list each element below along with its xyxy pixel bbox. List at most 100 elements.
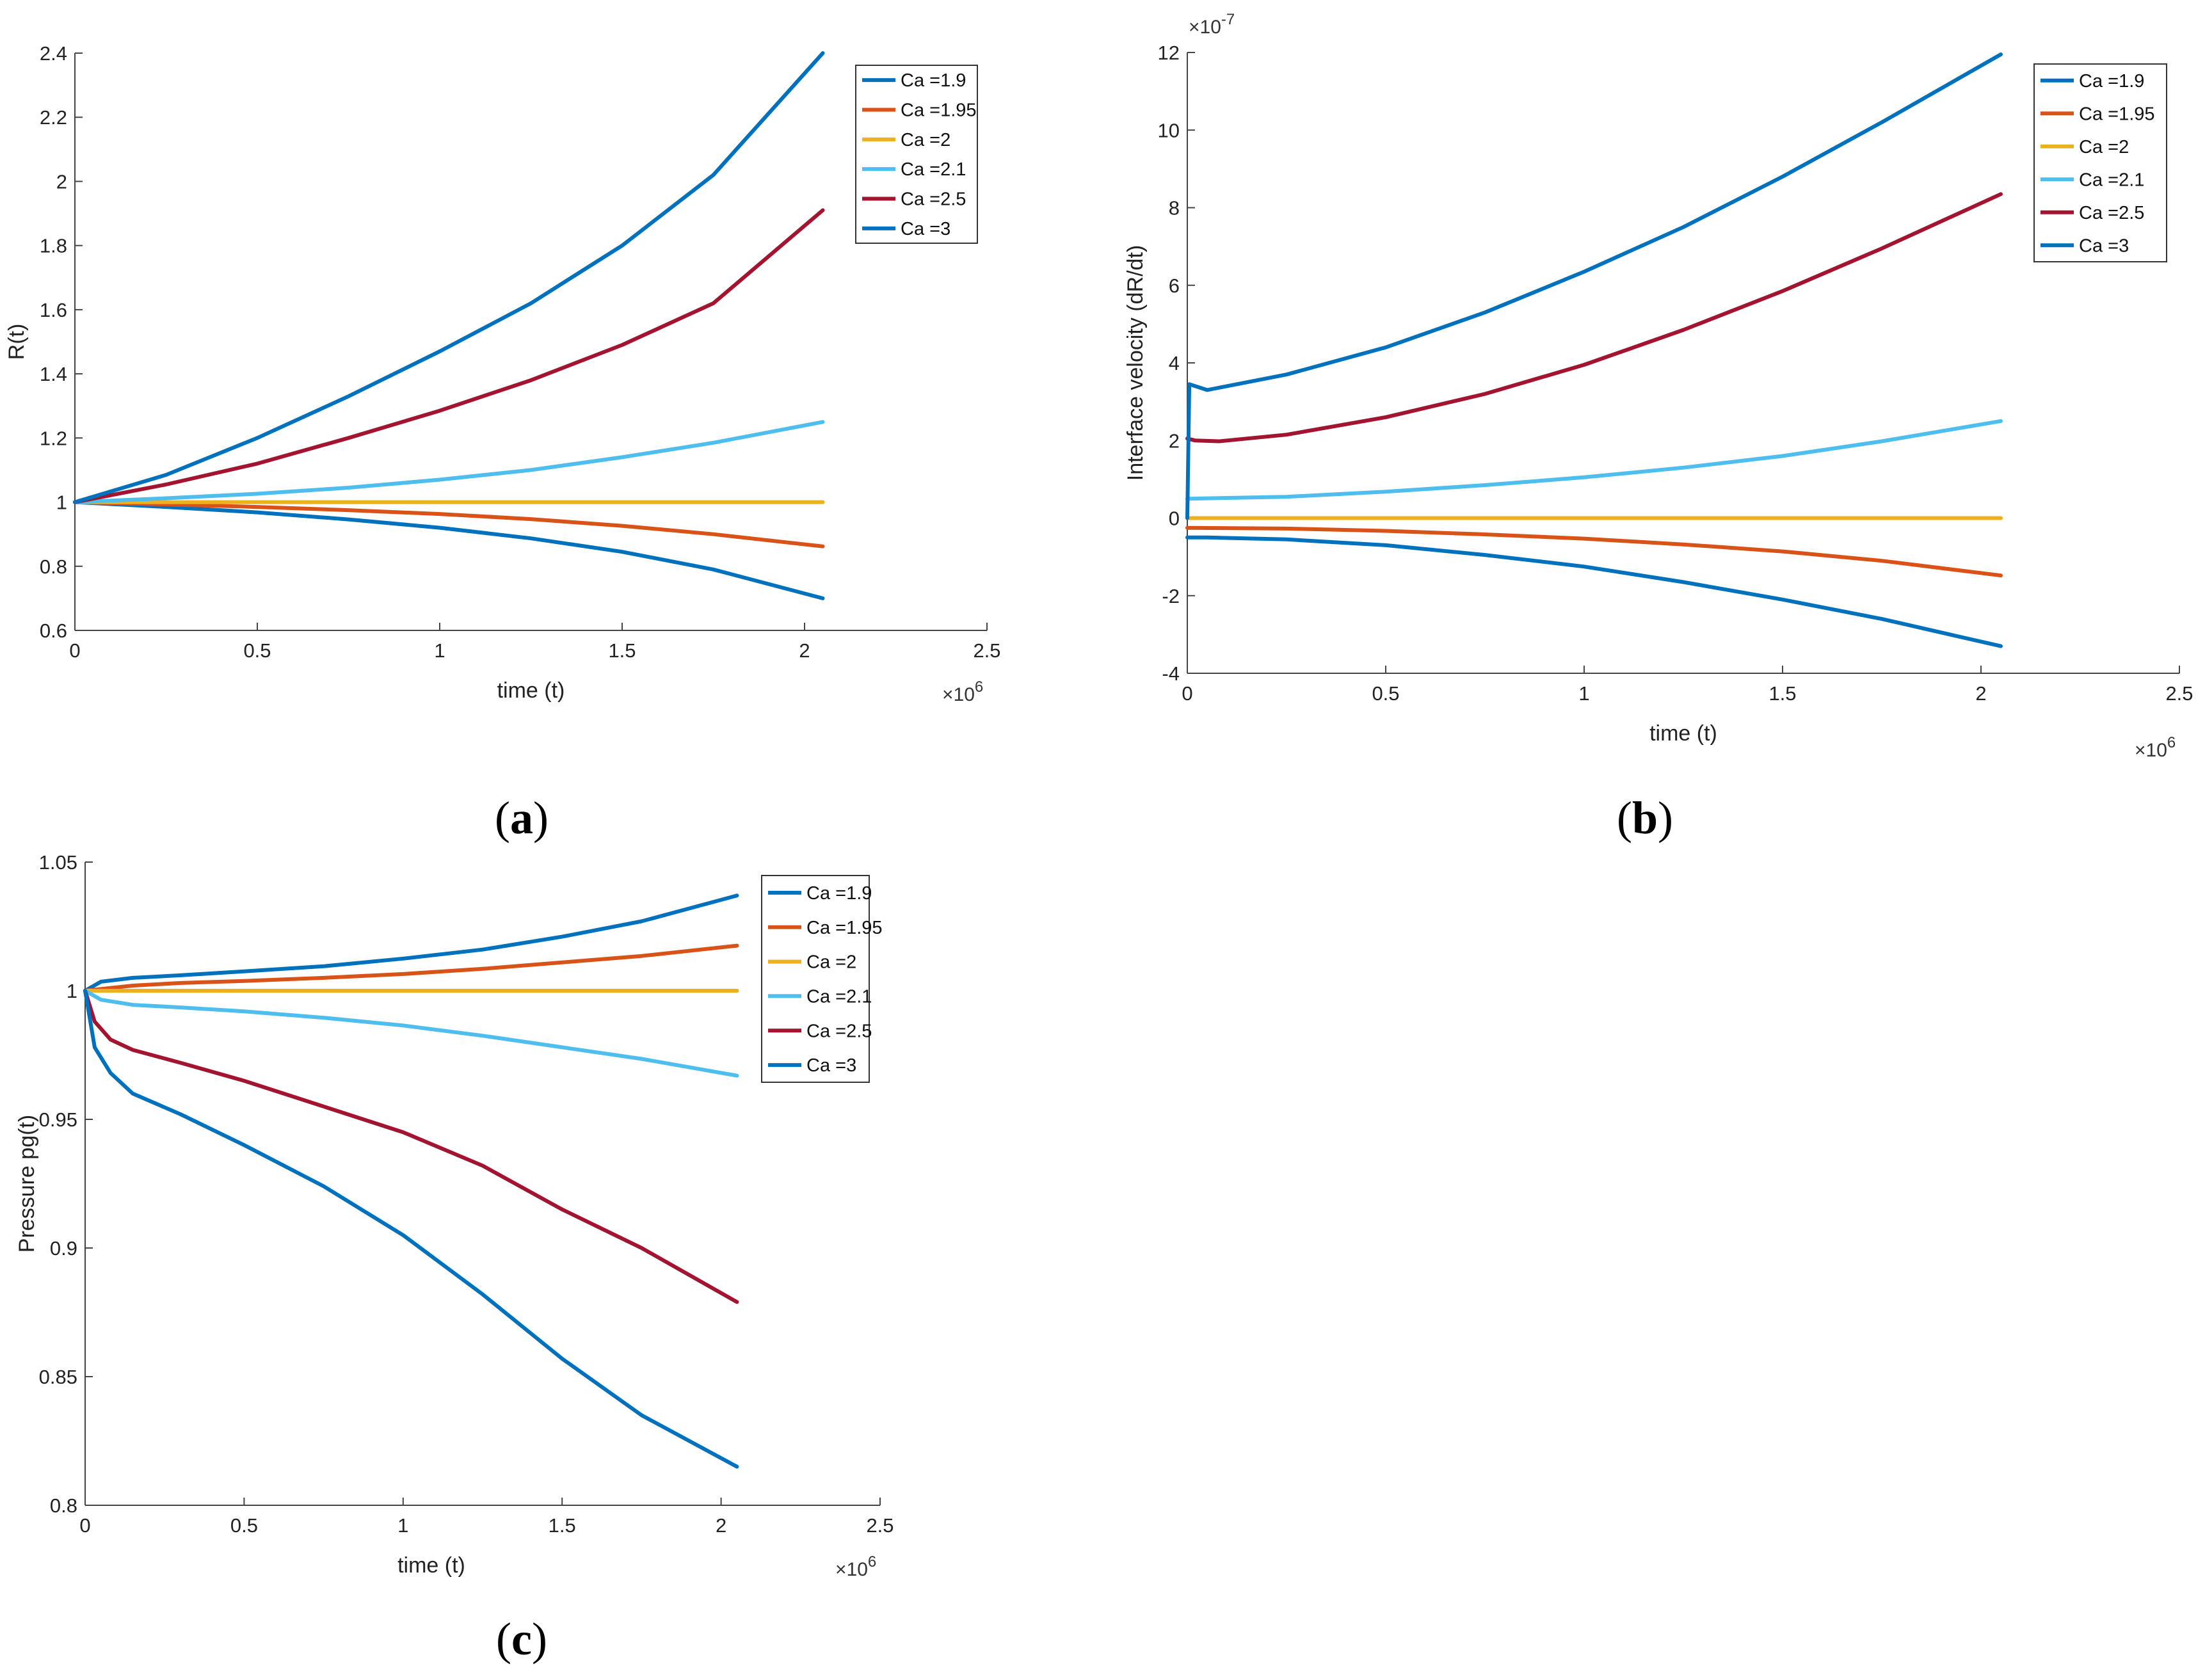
- x-tick-label: 2: [799, 639, 810, 662]
- y-tick-label: -2: [1162, 585, 1180, 607]
- chart-panel-a: 0 0.5 1 1.5 2 2.5 0.6 0.8 1 1.2 1.4 1.6 1.8 2 2.2 2.4 ti…: [4, 42, 1001, 705]
- x-tick-label: 0.5: [230, 1514, 258, 1537]
- x-tick-label: 2.5: [2165, 682, 2193, 705]
- y-tick-label: 10: [1158, 119, 1180, 141]
- legend-box: [761, 875, 870, 1083]
- legend-c: Ca =1.9 Ca =1.95 Ca =2 Ca =2.1 Ca =2.5 Ca =3: [761, 875, 883, 1083]
- x-tick-label: 1: [397, 1514, 408, 1537]
- series-line-ca-2-5: [1185, 192, 2003, 444]
- y-tick-label: 0.95: [39, 1108, 77, 1131]
- y-tick-label: 0.8: [50, 1494, 77, 1517]
- x-tick-label: 0.5: [1372, 682, 1399, 705]
- y-tick-label: 1.8: [40, 235, 67, 257]
- legend-entry: Ca =2: [901, 130, 950, 150]
- series-line-ca-2-5: [73, 208, 825, 504]
- y-tick-label: 1.05: [39, 851, 77, 874]
- y-exponent-label: ×10-7: [1189, 11, 1235, 38]
- y-tick-label: 0.8: [40, 556, 67, 578]
- series-line-ca-2-1: [1185, 419, 2003, 501]
- legend-entry: Ca =2.5: [806, 1021, 872, 1041]
- legend-entry: Ca =2.1: [2079, 170, 2144, 190]
- y-tick-label: 1.4: [40, 363, 67, 385]
- legend-entry: Ca =2.5: [901, 189, 966, 210]
- series-line-ca-1-9: [73, 500, 825, 600]
- x-tick-label: 2: [716, 1514, 726, 1537]
- y-axis-title: Pressure pg(t): [15, 1115, 39, 1252]
- y-tick-label: 1: [56, 492, 67, 514]
- legend-entry: Ca =1.9: [901, 70, 966, 91]
- x-tick-label: 2: [1975, 682, 1986, 705]
- y-tick-label: 2: [56, 170, 67, 193]
- legend-entry: Ca =2: [2079, 137, 2129, 157]
- y-tick-label: 0.6: [40, 620, 67, 642]
- series-line-ca-3: [83, 989, 739, 1469]
- x-tick-label: 1.5: [549, 1514, 576, 1537]
- x-tick-label: 0: [79, 1514, 90, 1537]
- series-line-ca-1-95: [1185, 525, 2003, 578]
- series-line-ca-2-1: [83, 989, 739, 1078]
- legend-entry: Ca =3: [2079, 236, 2129, 256]
- x-multiplier-label: ×106: [942, 678, 983, 705]
- x-multiplier-label: ×106: [2135, 734, 2176, 761]
- legend-entry: Ca =1.95: [806, 918, 883, 938]
- series-line-ca-3: [73, 51, 825, 504]
- legend-a: Ca =1.9 Ca =1.95 Ca =2 Ca =2.1 Ca =2.5 Ca =3: [855, 65, 978, 244]
- y-tick-label: 1: [67, 980, 77, 1002]
- series-line-ca-2-5: [83, 989, 739, 1304]
- panel-label-a: (a): [495, 792, 549, 844]
- y-axis-title: R(t): [4, 324, 29, 360]
- y-tick-label: 6: [1169, 275, 1180, 297]
- series-line-ca-1-9: [1185, 535, 2003, 648]
- x-axis-title: time (t): [397, 1553, 465, 1578]
- panel-label-b: (b): [1617, 792, 1673, 844]
- x-tick-label: 2.5: [866, 1514, 894, 1537]
- series-line-ca-1-9: [83, 893, 739, 993]
- x-axis-title: time (t): [1649, 721, 1717, 746]
- legend-entry: Ca =3: [806, 1055, 856, 1076]
- y-tick-label: 2.2: [40, 106, 67, 129]
- y-tick-label: 0: [1169, 508, 1180, 530]
- series-line-ca-2-1: [73, 420, 825, 504]
- legend-box: [855, 65, 978, 244]
- x-tick-label: 1: [1578, 682, 1589, 705]
- series-line-ca-3: [1185, 52, 2003, 520]
- legend-entry: Ca =2.1: [806, 986, 872, 1007]
- panel-label-c: (c): [496, 1613, 547, 1665]
- x-tick-label: 0.5: [243, 639, 271, 662]
- y-tick-label: 0.85: [39, 1366, 77, 1388]
- y-tick-label: 1.6: [40, 299, 67, 321]
- legend-box: [2033, 63, 2167, 262]
- x-multiplier-label: ×106: [835, 1553, 876, 1580]
- legend-entry: Ca =3: [901, 219, 950, 239]
- legend-entry: Ca =1.9: [2079, 71, 2144, 92]
- chart-panel-c: 0 0.5 1 1.5 2 2.5 0.8 0.85 0.9 0.95 1 1.05 time (t) P…: [15, 851, 894, 1580]
- y-tick-label: 0.9: [50, 1237, 77, 1260]
- chart-panel-b: 0 0.5 1 1.5 2 2.5 -4 -2 0 2 4 6 8 10 12 time (t) Interfa…: [1123, 11, 2193, 761]
- y-tick-label: 2: [1169, 429, 1180, 452]
- legend-entry: Ca =2.1: [901, 159, 966, 180]
- legend-entry: Ca =1.9: [806, 883, 872, 904]
- series-line-ca-1-95: [73, 500, 825, 548]
- legend-entry: Ca =2.5: [2079, 203, 2144, 223]
- x-tick-label: 1: [434, 639, 445, 662]
- legend-entry: Ca =1.95: [2079, 104, 2155, 124]
- y-tick-label: 8: [1169, 197, 1180, 220]
- y-tick-label: 4: [1169, 352, 1180, 374]
- y-tick-label: 2.4: [40, 42, 67, 65]
- legend-b: Ca =1.9 Ca =1.95 Ca =2 Ca =2.1 Ca =2.5 Ca =3: [2033, 63, 2167, 262]
- x-tick-label: 2.5: [973, 639, 1000, 662]
- y-tick-label: -4: [1162, 662, 1180, 685]
- y-tick-label: 12: [1158, 42, 1180, 64]
- x-axis-title: time (t): [497, 678, 565, 703]
- legend-entry: Ca =2: [806, 952, 856, 973]
- legend-entry: Ca =1.95: [901, 100, 977, 121]
- y-axis-title: Interface velocity (dR/dt): [1123, 245, 1148, 481]
- x-tick-label: 1.5: [1768, 682, 1796, 705]
- x-tick-label: 0: [1182, 682, 1192, 705]
- series-line-ca-1-95: [83, 943, 739, 993]
- x-tick-label: 0: [69, 639, 80, 662]
- x-tick-label: 1.5: [608, 639, 636, 662]
- y-tick-label: 1.2: [40, 427, 67, 449]
